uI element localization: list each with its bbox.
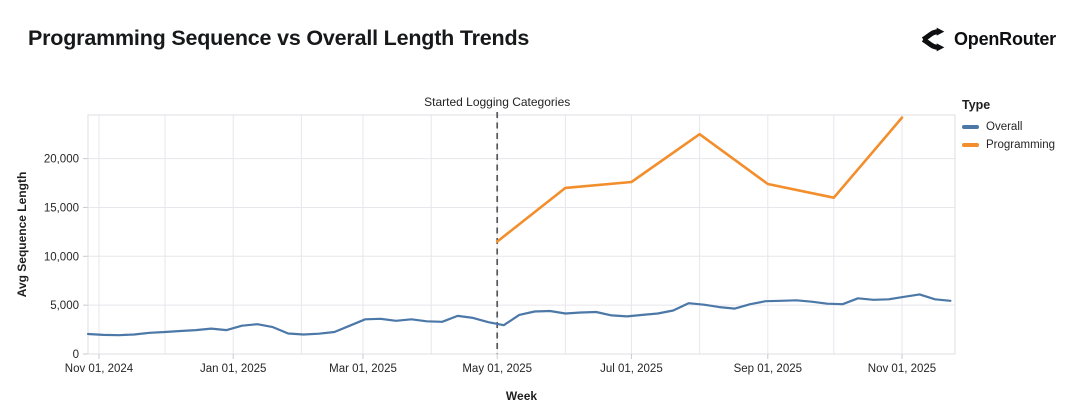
overall-swatch bbox=[962, 125, 979, 129]
y-tick-label: 15,000 bbox=[44, 202, 79, 214]
x-tick-label: Jul 01, 2025 bbox=[600, 363, 663, 375]
page-title: Programming Sequence vs Overall Length T… bbox=[28, 26, 530, 50]
brand-name: OpenRouter bbox=[953, 29, 1056, 49]
programming-swatch bbox=[962, 143, 979, 147]
x-axis-title: Week bbox=[506, 389, 537, 403]
x-tick-label: Sep 01, 2025 bbox=[734, 363, 802, 375]
legend-title: Type bbox=[962, 98, 991, 112]
y-tick-label: 0 bbox=[73, 349, 79, 361]
x-tick-label: Jan 01, 2025 bbox=[200, 363, 267, 375]
y-axis-title: Avg Sequence Length bbox=[15, 172, 29, 298]
chart-legend: Type Overall Programming bbox=[962, 98, 1055, 157]
y-tick-label: 20,000 bbox=[44, 154, 79, 166]
legend-item-programming: Programming bbox=[962, 139, 1055, 151]
y-tick-label: 10,000 bbox=[44, 251, 79, 263]
legend-label: Overall bbox=[986, 121, 1023, 133]
x-tick-label: Nov 01, 2024 bbox=[65, 363, 134, 375]
programming-line bbox=[495, 116, 904, 243]
openrouter-logo[interactable]: OpenRouter bbox=[918, 26, 1056, 53]
overall-line bbox=[86, 293, 952, 337]
plot-border bbox=[87, 114, 956, 355]
x-tick-label: Nov 01, 2025 bbox=[868, 363, 936, 375]
openrouter-icon bbox=[921, 27, 945, 52]
annotation-label: Started Logging Categories bbox=[424, 95, 570, 109]
y-tick-label: 5,000 bbox=[50, 300, 79, 312]
legend-item-overall: Overall bbox=[962, 121, 1055, 133]
x-tick-label: May 01, 2025 bbox=[462, 363, 532, 375]
legend-label: Programming bbox=[986, 139, 1056, 151]
x-tick-label: Mar 01, 2025 bbox=[329, 363, 397, 375]
